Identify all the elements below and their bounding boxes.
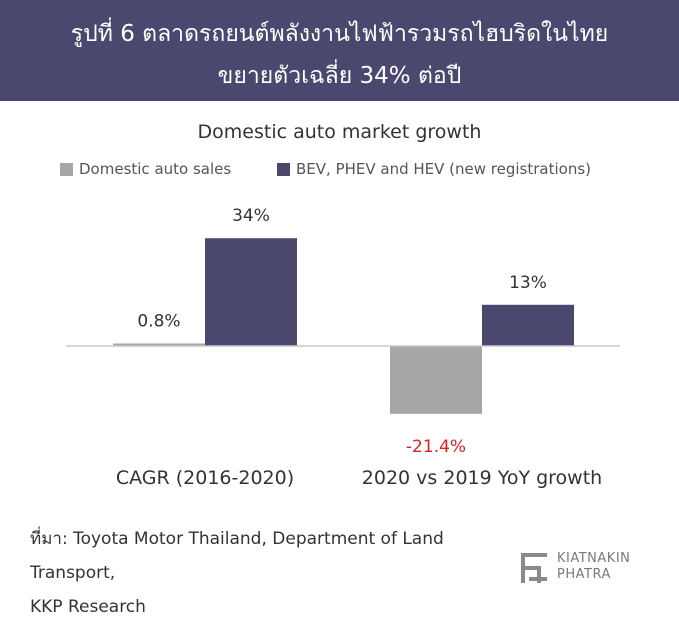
legend-label-domestic: Domestic auto sales [79,160,232,178]
bar-ev-0 [205,238,297,346]
legend-swatch-ev [277,162,290,176]
bar-ev-1 [482,304,574,346]
header-banner: รูปที่ 6 ตลาดรถยนต์พลังงานไฟฟ้ารวมรถไฮบร… [0,0,679,101]
logo-text-line1: KIATNAKIN [557,551,631,566]
logo-mark-icon [521,553,547,583]
category-label-0: CAGR (2016-2020) [116,467,294,489]
legend-item-ev: BEV, PHEV and HEV (new registrations) [277,160,591,178]
legend-item-domestic: Domestic auto sales [60,160,231,178]
source-note: ที่มา: Toyota Motor Thailand, Department… [30,522,500,624]
chart-legend: Domestic auto sales BEV, PHEV and HEV (n… [0,160,679,182]
header-title-line2: ขยายตัวเฉลี่ย 34% ต่อปี [217,63,462,89]
legend-label-ev: BEV, PHEV and HEV (new registrations) [296,160,592,178]
category-label-1: 2020 vs 2019 YoY growth [362,467,602,489]
data-label-ev-0: 34% [232,206,270,226]
data-label-ev-1: 13% [509,273,547,293]
source-line1: ที่มา: Toyota Motor Thailand, Department… [30,529,444,583]
header-title-line1: รูปที่ 6 ตลาดรถยนต์พลังงานไฟฟ้ารวมรถไฮบร… [70,21,609,47]
bar-domestic-1 [390,346,482,414]
source-line2: KKP Research [30,597,146,617]
data-label-domestic-1: -21.4% [406,437,466,457]
legend-swatch-domestic [60,162,73,176]
bar-chart: 0.8% -21.4% 34% 13% CAGR (2016-2020) 2020 vs … [66,206,620,489]
chart-title: Domestic auto market growth [197,121,482,143]
bar-domestic-0 [113,343,205,346]
company-logo: KIATNAKIN PHATRA [517,549,657,589]
logo-text-line2: PHATRA [557,567,611,582]
data-label-domestic-0: 0.8% [137,311,180,331]
